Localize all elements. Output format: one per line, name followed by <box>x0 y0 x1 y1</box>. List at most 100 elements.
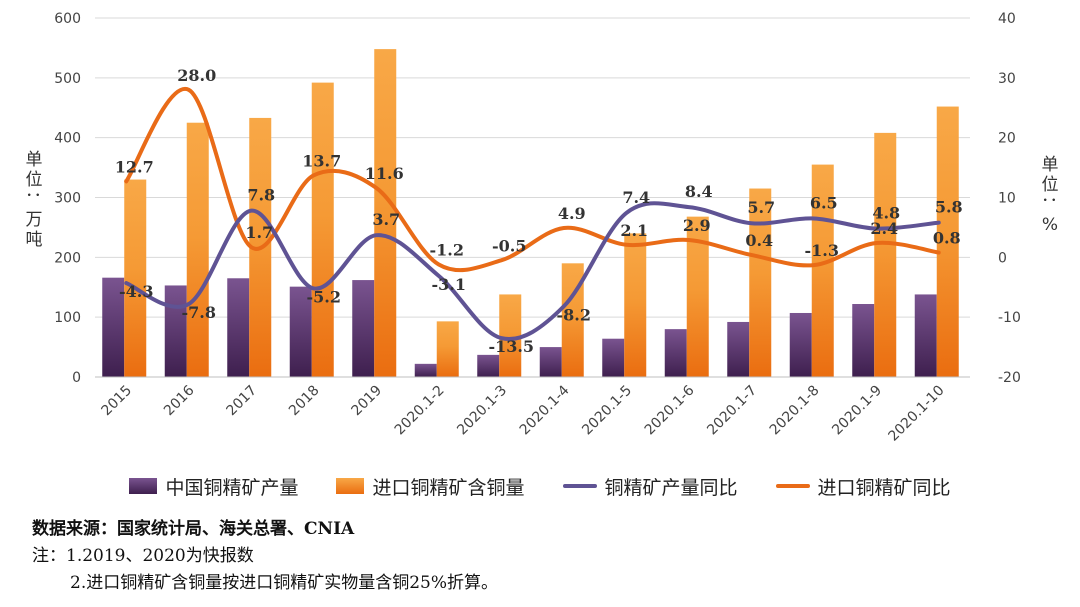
y-right-tick-label: -20 <box>998 370 1021 386</box>
svg-text:：: ： <box>23 191 43 208</box>
legend: 中国铜精矿产量 进口铜精矿含铜量 铜精矿产量同比 进口铜精矿同比 <box>0 466 1080 506</box>
data-label-import-yoy: 0.8 <box>933 229 961 248</box>
data-label-production-yoy: 7.4 <box>622 188 650 207</box>
x-tick-label: 2019 <box>349 383 386 420</box>
data-label-production-yoy: -13.5 <box>488 337 534 356</box>
bar-import <box>186 122 209 377</box>
data-label-import-yoy: 2.4 <box>870 219 898 238</box>
data-label-production-yoy: 3.7 <box>372 210 400 229</box>
y-right-axis-title: 单位：% <box>1039 155 1059 235</box>
data-label-import-yoy: 0.4 <box>745 231 773 250</box>
y-left-tick-label: 100 <box>54 310 81 326</box>
series-lines <box>124 87 941 342</box>
bar-import <box>124 179 147 377</box>
bar-import <box>436 321 459 377</box>
data-label-production-yoy: -7.8 <box>182 303 216 322</box>
bar-import <box>874 132 897 377</box>
y-right-tick-label: -10 <box>998 310 1021 326</box>
bar-production <box>727 321 750 377</box>
y-right-tick-label: 20 <box>998 131 1016 147</box>
y-left-tick-label: 600 <box>54 11 81 27</box>
svg-text:位: 位 <box>1042 175 1059 195</box>
x-tick-label: 2020.1-4 <box>517 382 573 438</box>
notes: 数据来源：国家统计局、海关总署、CNIA 注：1.2019、2020为快报数 2… <box>32 516 1072 597</box>
data-labels: 12.7 28.0 1.7 13.7 11.6 -1.2 -0.5 4.9 2.1 2.9 0.4 -… <box>115 66 963 356</box>
bar-import <box>624 233 647 377</box>
legend-label-production: 中国铜精矿产量 <box>165 476 299 499</box>
data-label-production-yoy: 5.7 <box>747 198 775 217</box>
data-label-production-yoy: 6.5 <box>810 193 838 212</box>
x-tick-label: 2020.1-6 <box>642 382 698 438</box>
legend-item-import: 进口铜精矿含铜量 <box>336 473 525 500</box>
bar-production <box>102 277 125 377</box>
bar-import <box>561 263 584 377</box>
svg-text:单: 单 <box>1042 155 1059 175</box>
x-tick-label: 2016 <box>161 382 198 419</box>
x-tick-label: 2018 <box>286 383 323 420</box>
bar-production <box>289 286 312 377</box>
bars <box>102 49 959 378</box>
data-source: 数据来源：国家统计局、海关总署、CNIA <box>32 519 355 539</box>
legend-label-import: 进口铜精矿含铜量 <box>372 476 525 499</box>
bar-import <box>936 106 959 377</box>
legend-label-production-yoy: 铜精矿产量同比 <box>604 476 738 499</box>
data-label-import-yoy: 2.9 <box>683 216 711 235</box>
bar-import <box>374 49 397 377</box>
note-1: 注：1.2019、2020为快报数 <box>32 546 254 566</box>
bar-production <box>352 280 375 377</box>
data-label-production-yoy: 7.8 <box>247 186 275 205</box>
bar-production <box>914 294 937 377</box>
y-left-tick-label: 300 <box>54 191 81 207</box>
x-tick-label: 2020.1-8 <box>767 383 823 439</box>
x-tick-label: 2015 <box>99 383 136 420</box>
x-tick-label: 2020.1-10 <box>885 383 947 445</box>
data-label-production-yoy: -5.2 <box>307 287 341 306</box>
svg-text:单: 单 <box>26 150 43 170</box>
legend-swatch-import <box>336 478 365 494</box>
legend-item-production-yoy: 铜精矿产量同比 <box>562 473 738 500</box>
bar-import <box>749 188 772 377</box>
bar-production <box>227 278 250 377</box>
y-left-axis-title: 单位： 万吨 <box>23 150 43 250</box>
y-left-tick-label: 400 <box>54 131 81 147</box>
data-label-production-yoy: -8.2 <box>557 305 591 324</box>
bar-production <box>852 304 875 377</box>
x-tick-label: 2020.1-5 <box>579 383 635 439</box>
line-production-yoy <box>124 201 941 342</box>
data-label-production-yoy: 5.8 <box>935 198 963 217</box>
x-tick-label: 2020.1-7 <box>704 383 760 439</box>
data-label-import-yoy: 13.7 <box>302 151 341 170</box>
y-left-tick-label: 0 <box>72 370 81 386</box>
x-tick-label: 2020.1-3 <box>454 383 510 439</box>
legend-swatch-import-yoy <box>775 484 810 488</box>
x-tick-label: 2020.1-2 <box>392 383 448 439</box>
legend-swatch-production <box>129 478 158 494</box>
svg-text:：: ： <box>1039 196 1059 213</box>
data-label-import-yoy: -1.2 <box>430 241 464 260</box>
y-left-tick-label: 500 <box>54 71 81 87</box>
note-2: 2.进口铜精矿含铜量按进口铜精矿实物量含铜25%折算。 <box>70 573 499 593</box>
data-label-import-yoy: -1.3 <box>805 241 839 260</box>
bar-import <box>686 216 709 377</box>
data-label-import-yoy: 1.7 <box>245 223 273 242</box>
bar-production <box>414 363 437 377</box>
legend-item-import-yoy: 进口铜精矿同比 <box>775 473 951 500</box>
x-tick-label: 2017 <box>224 383 261 420</box>
data-label-production-yoy: 8.4 <box>685 182 713 201</box>
bar-import <box>499 294 522 377</box>
data-label-import-yoy: 11.6 <box>365 164 404 183</box>
y-right-tick-label: 10 <box>998 191 1016 207</box>
data-label-production-yoy: -3.1 <box>432 275 466 294</box>
svg-text:万: 万 <box>26 210 43 230</box>
data-label-production-yoy: 4.8 <box>872 204 900 223</box>
data-label-production-yoy: -4.3 <box>119 282 153 301</box>
y-right-tick-label: 40 <box>998 11 1016 27</box>
data-label-import-yoy: -0.5 <box>492 236 526 255</box>
data-label-import-yoy: 12.7 <box>115 157 154 176</box>
legend-item-production: 中国铜精矿产量 <box>129 473 298 500</box>
bar-production <box>164 285 187 377</box>
y-left-tick-label: 200 <box>54 250 81 266</box>
bar-production <box>664 329 687 377</box>
y-right-tick-label: 0 <box>998 250 1007 266</box>
data-label-import-yoy: 28.0 <box>177 66 216 85</box>
